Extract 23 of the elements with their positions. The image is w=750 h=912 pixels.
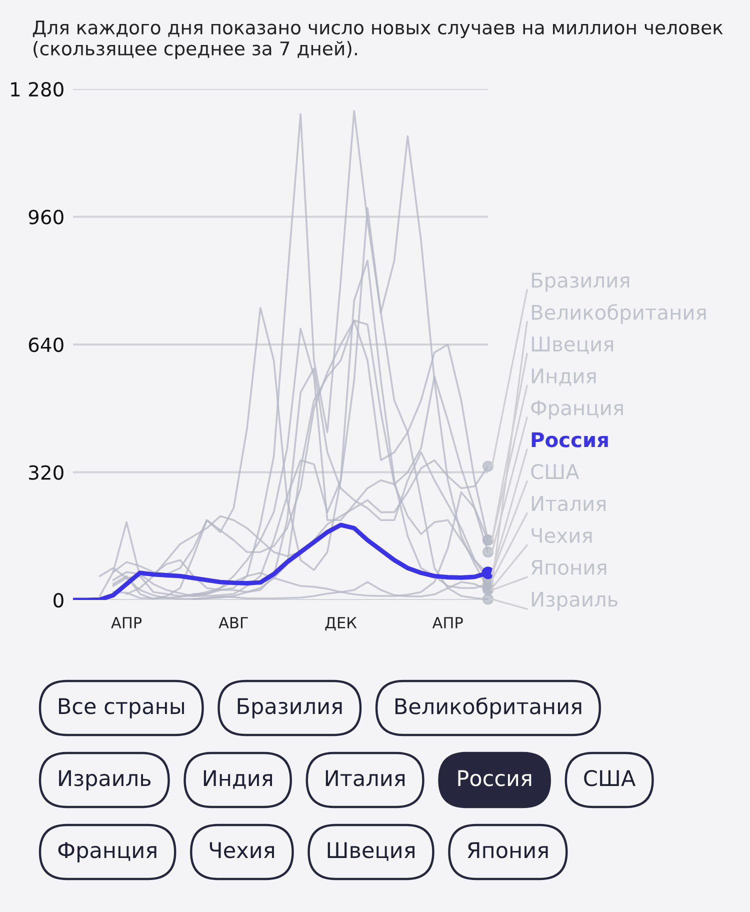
text: Индия bbox=[204, 770, 272, 789]
x-tick-label: АПР bbox=[432, 617, 463, 628]
text: Израиль bbox=[59, 770, 151, 790]
x-tick-label: ДЕК bbox=[325, 617, 357, 631]
text: Все страны bbox=[58, 698, 184, 718]
x-tick-label: АВГ bbox=[218, 617, 248, 628]
y-tick-label: 960 bbox=[28, 210, 64, 224]
y-tick-label: 640 bbox=[28, 337, 64, 352]
text: Россия bbox=[532, 432, 608, 448]
text: Великобритания bbox=[395, 697, 582, 719]
text: Швеция bbox=[328, 842, 414, 861]
y-tick-label: 320 bbox=[29, 465, 64, 480]
y-tick-label: 0 bbox=[54, 592, 64, 608]
x-tick-label: АПР bbox=[111, 617, 142, 628]
y-tick-label: 1 280 bbox=[11, 82, 64, 97]
text: США bbox=[584, 770, 636, 786]
text: Бразилия bbox=[238, 698, 342, 718]
text: Россия bbox=[458, 770, 532, 786]
text: Чехия bbox=[210, 842, 274, 858]
text: Япония bbox=[468, 842, 548, 858]
text: Италия bbox=[326, 770, 404, 786]
text: Франция bbox=[58, 842, 156, 862]
chart-title: Для каждого дня показано число новых случаев на миллион человек (скользящее среднее за 7 дней). bbox=[32, 20, 723, 60]
